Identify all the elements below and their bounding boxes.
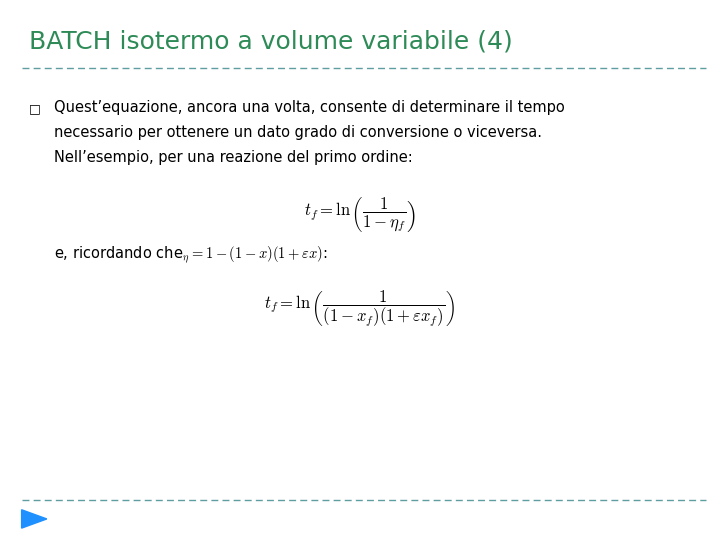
Text: necessario per ottenere un dato grado di conversione o viceversa.: necessario per ottenere un dato grado di… [54,125,542,140]
Text: $t_f = \ln\left(\dfrac{1}{(1-x_f)(1+\varepsilon x_f)}\right)$: $t_f = \ln\left(\dfrac{1}{(1-x_f)(1+\var… [264,289,456,329]
Text: □: □ [29,103,40,116]
Text: e, ricordando che$_{\eta}=1-(1-x)(1+\varepsilon x)$:: e, ricordando che$_{\eta}=1-(1-x)(1+\var… [54,244,328,265]
Text: Quest’equazione, ancora una volta, consente di determinare il tempo: Quest’equazione, ancora una volta, conse… [54,100,564,115]
Text: BATCH isotermo a volume variabile (4): BATCH isotermo a volume variabile (4) [29,30,513,53]
Text: $t_f = \ln\left(\dfrac{1}{1-\eta_f}\right)$: $t_f = \ln\left(\dfrac{1}{1-\eta_f}\righ… [304,195,416,234]
Text: Nell’esempio, per una reazione del primo ordine:: Nell’esempio, per una reazione del primo… [54,150,413,165]
Polygon shape [22,510,47,528]
